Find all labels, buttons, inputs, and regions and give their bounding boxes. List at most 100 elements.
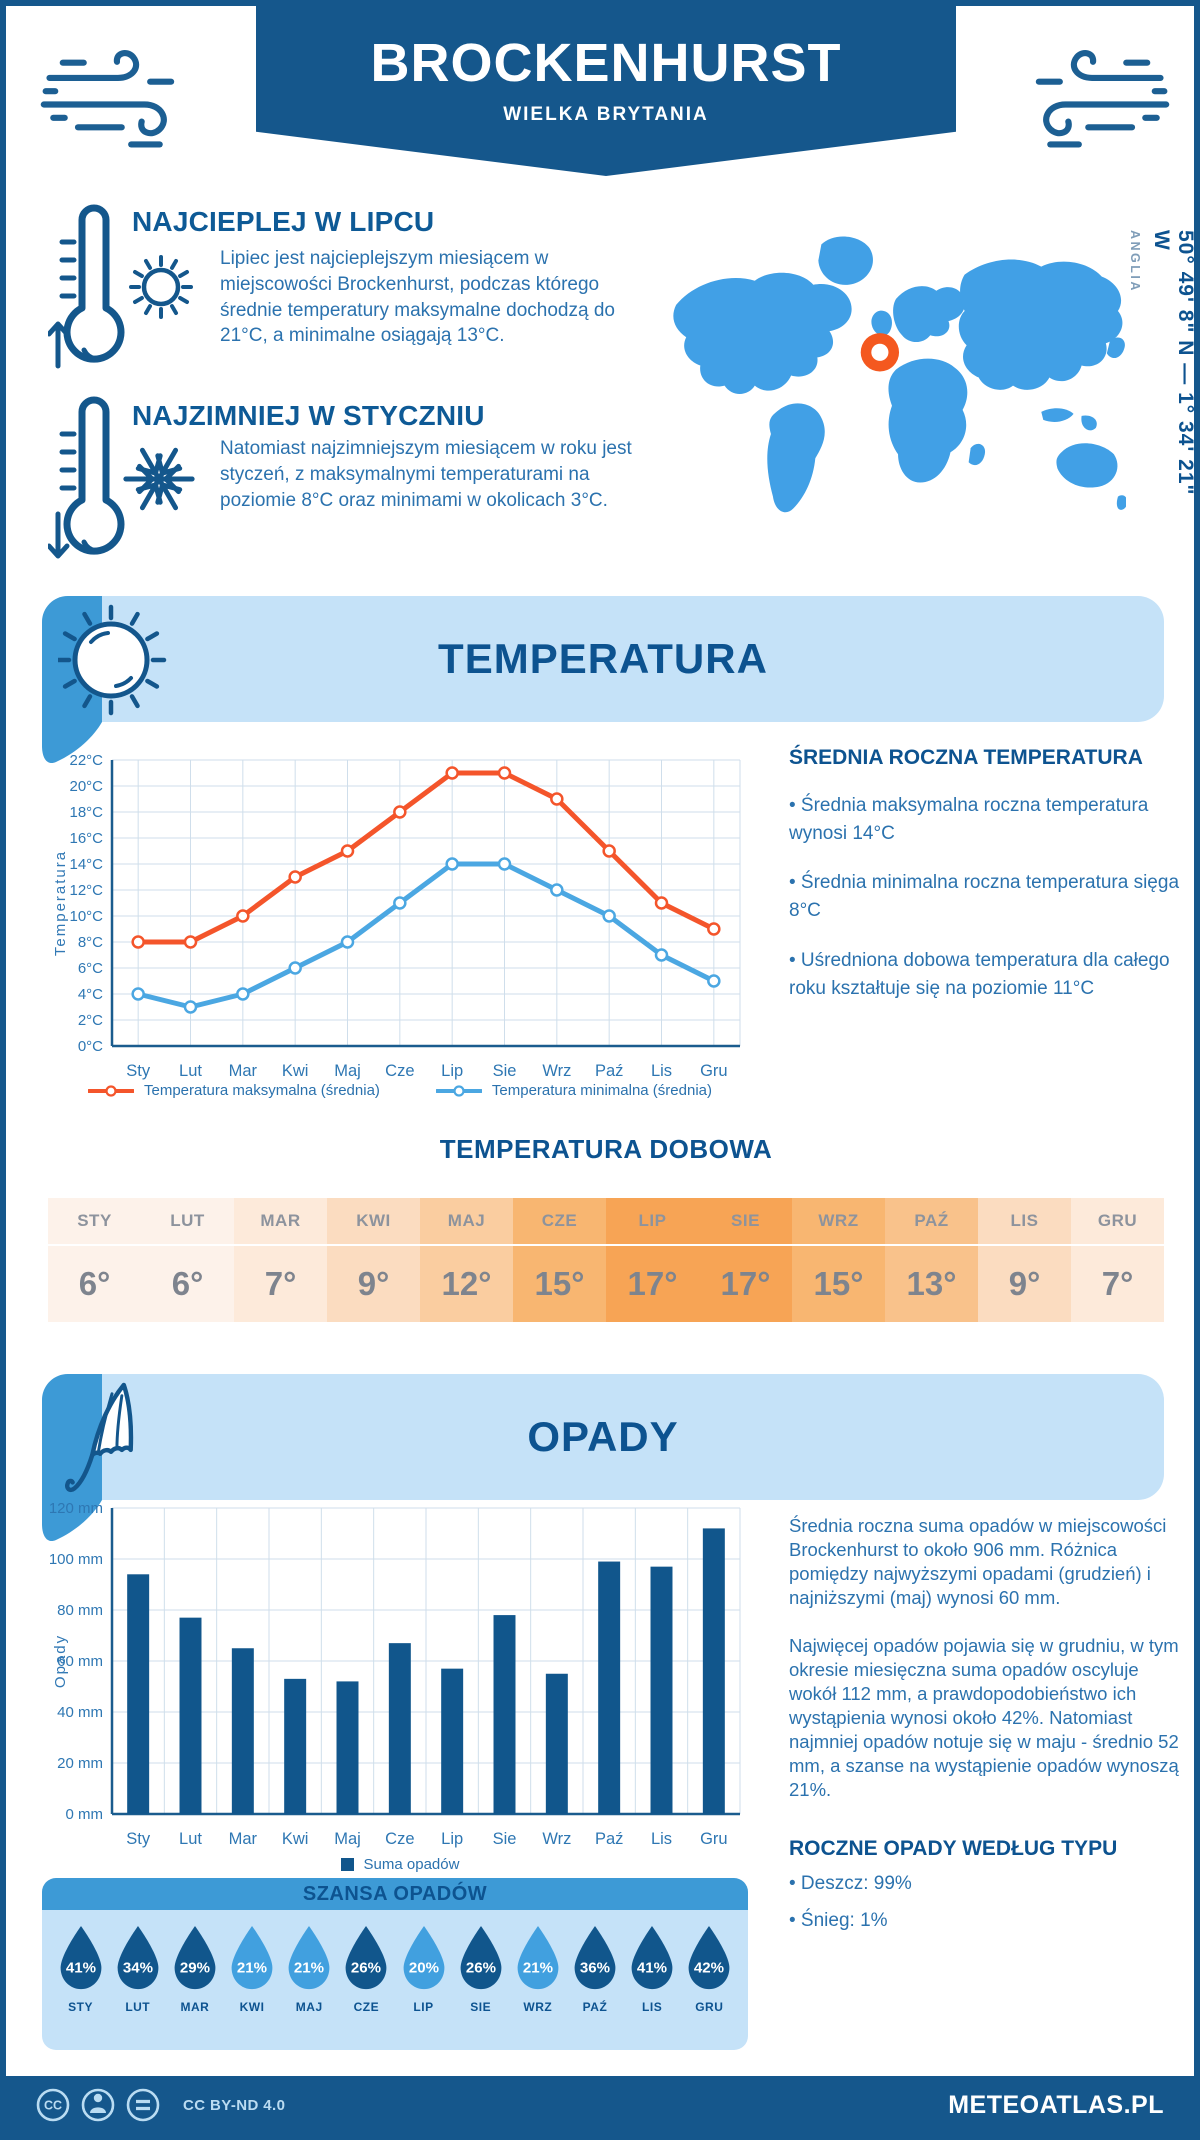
droplet-percentage: 26% <box>351 1960 381 1977</box>
droplet-icon: 42% <box>688 1925 730 1990</box>
svg-text:Lip: Lip <box>441 1062 463 1080</box>
svg-text:Wrz: Wrz <box>542 1062 571 1080</box>
precipitation-type-heading: ROCZNE OPADY WEDŁUG TYPU <box>789 1836 1118 1860</box>
daily-table-value: 6° <box>141 1246 234 1322</box>
bar <box>127 1574 150 1814</box>
daily-table-month: LIP <box>606 1198 699 1244</box>
rain-droplet: 21% KWI <box>226 1924 278 2050</box>
umbrella-icon <box>65 1382 134 1493</box>
bar <box>388 1643 411 1814</box>
daily-table-column: MAJ 12° <box>420 1198 513 1322</box>
rain-droplet: 29% MAR <box>169 1924 221 2050</box>
temperature-section-title: TEMPERATURA <box>438 635 768 682</box>
droplet-percentage: 34% <box>123 1960 153 1977</box>
rain-droplet: 41% STY <box>55 1924 107 2050</box>
daily-table-column: LIP 17° <box>606 1198 699 1322</box>
svg-text:Lut: Lut <box>179 1830 202 1848</box>
svg-text:CC: CC <box>44 2099 62 2113</box>
daily-table-month: STY <box>48 1198 141 1244</box>
wind-icon <box>40 50 175 148</box>
precipitation-paragraphs: Średnia roczna suma opadów w miejscowośc… <box>789 1502 1181 1803</box>
svg-text:Paź: Paź <box>595 1830 623 1848</box>
droplet-percentage: 36% <box>580 1960 610 1977</box>
daily-table-value: 6° <box>48 1246 141 1322</box>
daily-table-value: 7° <box>234 1246 327 1322</box>
droplet-icon: 41% <box>631 1925 673 1990</box>
precipitation-bar-chart-svg: 0 mm 20 mm 40 mm 60 mm 80 mm 100 mm 120 mm Opad… <box>49 1500 741 1848</box>
daily-table-value: 7° <box>1071 1246 1164 1322</box>
precipitation-chart: 0 mm 20 mm 40 mm 60 mm 80 mm 100 mm 120 mm Opad… <box>49 1494 750 1871</box>
legend-item: Temperatura maksymalna (średnia) <box>87 1082 380 1099</box>
droplet-icon: 34% <box>117 1925 159 1990</box>
svg-text:16°C: 16°C <box>69 830 103 847</box>
daily-table-month: CZE <box>513 1198 606 1244</box>
temperature-section-banner: TEMPERATURA <box>42 596 1164 722</box>
legend-swatch <box>340 1858 354 1871</box>
svg-text:Sty: Sty <box>126 1830 151 1848</box>
droplet-month: SIE <box>470 2000 492 2014</box>
daily-table-month: SIE <box>699 1198 792 1244</box>
bar <box>545 1673 568 1814</box>
snowflake-icon <box>123 447 195 511</box>
bar <box>336 1681 359 1814</box>
footer-bar: CC CC BY-ND 4.0 METEOATLAS.PL <box>6 2076 1194 2134</box>
daily-table-value: 17° <box>699 1246 792 1322</box>
bar <box>441 1668 464 1814</box>
thermometer-down-icon <box>48 396 125 559</box>
droplet-month: CZE <box>353 2000 380 2014</box>
svg-text:Paź: Paź <box>595 1062 623 1080</box>
coordinates-text: 50° 49' 8" N — 1° 34' 21" W <box>1150 230 1197 496</box>
droplet-icon: 36% <box>574 1925 616 1990</box>
droplet-icon: 29% <box>174 1925 216 1990</box>
annual-temperature-heading: ŚREDNIA ROCZNA TEMPERATURA <box>789 746 1143 769</box>
droplet-percentage: 26% <box>466 1960 496 1977</box>
svg-text:10°C: 10°C <box>69 908 103 925</box>
svg-text:2°C: 2°C <box>78 1012 103 1029</box>
wind-icon <box>1035 50 1170 148</box>
temperature-chart-legend: Temperatura maksymalna (średnia) Temperat… <box>50 1082 750 1099</box>
svg-text:0 mm: 0 mm <box>66 1806 104 1823</box>
temperature-line-chart-svg: 0°C 2°C 4°C 6°C 8°C 10°C 12°C 14°C 16°C 18°C 20°C 2… <box>52 752 741 1080</box>
rain-droplet: 41% LIS <box>626 1924 678 2050</box>
bar <box>702 1528 725 1814</box>
svg-text:22°C: 22°C <box>69 752 103 769</box>
bullet-item: • Średnia maksymalna roczna temperatura … <box>789 795 1149 844</box>
region-label: ANGLIA <box>1128 230 1142 293</box>
daily-table-month: LIS <box>978 1198 1071 1244</box>
svg-text:Lis: Lis <box>651 1830 672 1848</box>
droplet-month: KWI <box>239 2000 265 2014</box>
precipitation-banner-tab <box>42 1374 102 1542</box>
daily-table-column: KWI 9° <box>327 1198 420 1322</box>
precipitation-type-bullets: • Deszcz: 99% • Śnieg: 1% <box>789 1870 1181 1936</box>
svg-text:Temperatura: Temperatura <box>52 850 69 956</box>
precipitation-chance-panel: SZANSA OPADÓW 41% STY 34% LUT 29% MAR 21% KWI 21… <box>42 1878 748 2050</box>
rain-droplet: 21% WRZ <box>512 1924 564 2050</box>
droplet-percentage: 21% <box>237 1960 267 1977</box>
svg-text:Lut: Lut <box>179 1062 202 1080</box>
svg-text:Opady: Opady <box>52 1634 69 1688</box>
legend-item: Temperatura minimalna (średnia) <box>435 1082 712 1099</box>
bullet-item: • Śnieg: 1% <box>789 1910 888 1932</box>
creative-commons-icons: CC <box>36 2088 160 2122</box>
paragraph: Najwięcej opadów pojawia się w grudniu, … <box>789 1635 1179 1801</box>
daily-temperature-heading: TEMPERATURA DOBOWA <box>439 1134 773 1164</box>
svg-text:Maj: Maj <box>334 1062 361 1080</box>
svg-text:100 mm: 100 mm <box>50 1551 103 1568</box>
droplet-icon: 21% <box>517 1925 559 1990</box>
rain-droplet: 42% GRU <box>683 1924 735 2050</box>
thermometer-up-icon <box>48 204 125 369</box>
daily-table-month: MAR <box>234 1198 327 1244</box>
legend-label: Temperatura minimalna (średnia) <box>491 1082 712 1099</box>
svg-text:Cze: Cze <box>385 1830 414 1848</box>
daily-table-column: SIE 17° <box>699 1198 792 1322</box>
daily-table-value: 9° <box>978 1246 1071 1322</box>
daily-table-value: 13° <box>885 1246 978 1322</box>
droplet-month: PAŹ <box>582 2000 608 2014</box>
svg-text:Sty: Sty <box>126 1062 151 1080</box>
svg-text:Mar: Mar <box>229 1830 258 1848</box>
svg-text:Wrz: Wrz <box>542 1830 571 1848</box>
svg-text:14°C: 14°C <box>69 856 103 873</box>
daily-table-value: 9° <box>327 1246 420 1322</box>
rain-droplet: 21% MAJ <box>283 1924 335 2050</box>
droplet-percentage: 29% <box>180 1960 210 1977</box>
